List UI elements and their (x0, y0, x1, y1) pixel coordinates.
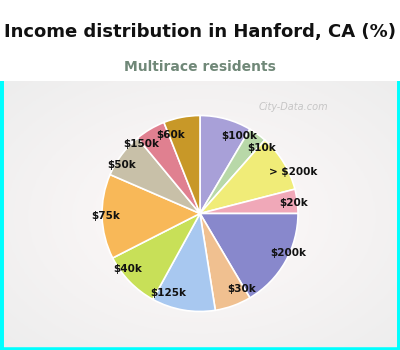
Text: $30k: $30k (227, 284, 256, 294)
Text: City-Data.com: City-Data.com (258, 102, 328, 112)
Text: $50k: $50k (107, 160, 136, 170)
Wedge shape (200, 214, 250, 310)
Wedge shape (200, 116, 250, 214)
Wedge shape (200, 214, 298, 298)
Text: $200k: $200k (270, 248, 306, 258)
Wedge shape (200, 140, 295, 214)
Text: > $200k: > $200k (268, 167, 317, 176)
Text: $150k: $150k (123, 139, 159, 149)
Text: $100k: $100k (221, 131, 257, 141)
Text: $20k: $20k (280, 198, 308, 209)
Wedge shape (153, 214, 215, 312)
Text: Multirace residents: Multirace residents (124, 60, 276, 75)
Wedge shape (164, 116, 200, 214)
Text: $75k: $75k (91, 211, 120, 221)
Text: $40k: $40k (114, 264, 142, 274)
Text: $10k: $10k (247, 144, 276, 154)
Text: $60k: $60k (156, 130, 185, 140)
Wedge shape (110, 138, 200, 214)
Text: $125k: $125k (150, 288, 186, 298)
Wedge shape (102, 175, 200, 258)
Wedge shape (200, 129, 265, 214)
Wedge shape (200, 189, 298, 213)
Wedge shape (113, 214, 200, 299)
Wedge shape (138, 122, 200, 214)
Text: Income distribution in Hanford, CA (%): Income distribution in Hanford, CA (%) (4, 22, 396, 41)
